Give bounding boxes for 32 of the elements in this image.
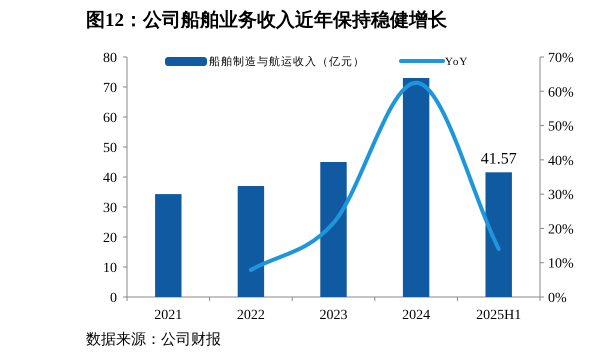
bar [320,162,347,297]
y-tick-label: 70 [103,81,117,96]
y2-tick-label: 30% [548,188,574,204]
y2-tick-label: 50% [548,120,574,135]
y-tick-label: 60 [103,111,117,126]
bar [238,186,264,297]
y-tick-label: 80 [103,51,117,66]
source-note: 数据来源：公司财报 [86,331,221,348]
y-tick-label: 10 [103,261,117,276]
y-tick-label: 50 [103,141,117,156]
bar [485,172,512,297]
x-tick-label: 2024 [402,308,430,323]
y2-tick-label: 60% [548,85,574,100]
y-tick-label: 30 [103,201,117,216]
chart-title: 图12：公司船舶业务收入近年保持稳健增长 [86,9,448,31]
bar [155,194,182,297]
y2-tick-label: 20% [548,222,574,238]
y2-tick-label: 10% [548,256,574,272]
bar [402,78,430,297]
y2-tick-label: 70% [548,51,574,66]
legend-label: 船舶制造与航运收入（亿元） [209,55,365,68]
x-tick-label: 2023 [320,308,348,323]
y-tick-label: 20 [103,231,117,246]
x-tick-label: 2022 [236,308,265,323]
y2-tick-label: 0% [548,291,567,306]
x-tick-label: 2025H1 [476,308,522,323]
data-label: 41.57 [480,150,517,168]
y-tick-label: 40 [103,171,117,186]
y-tick-label: 0 [110,291,117,306]
legend-label: YoY [445,56,468,68]
y2-tick-label: 40% [548,154,574,169]
x-tick-label: 2021 [154,308,182,323]
